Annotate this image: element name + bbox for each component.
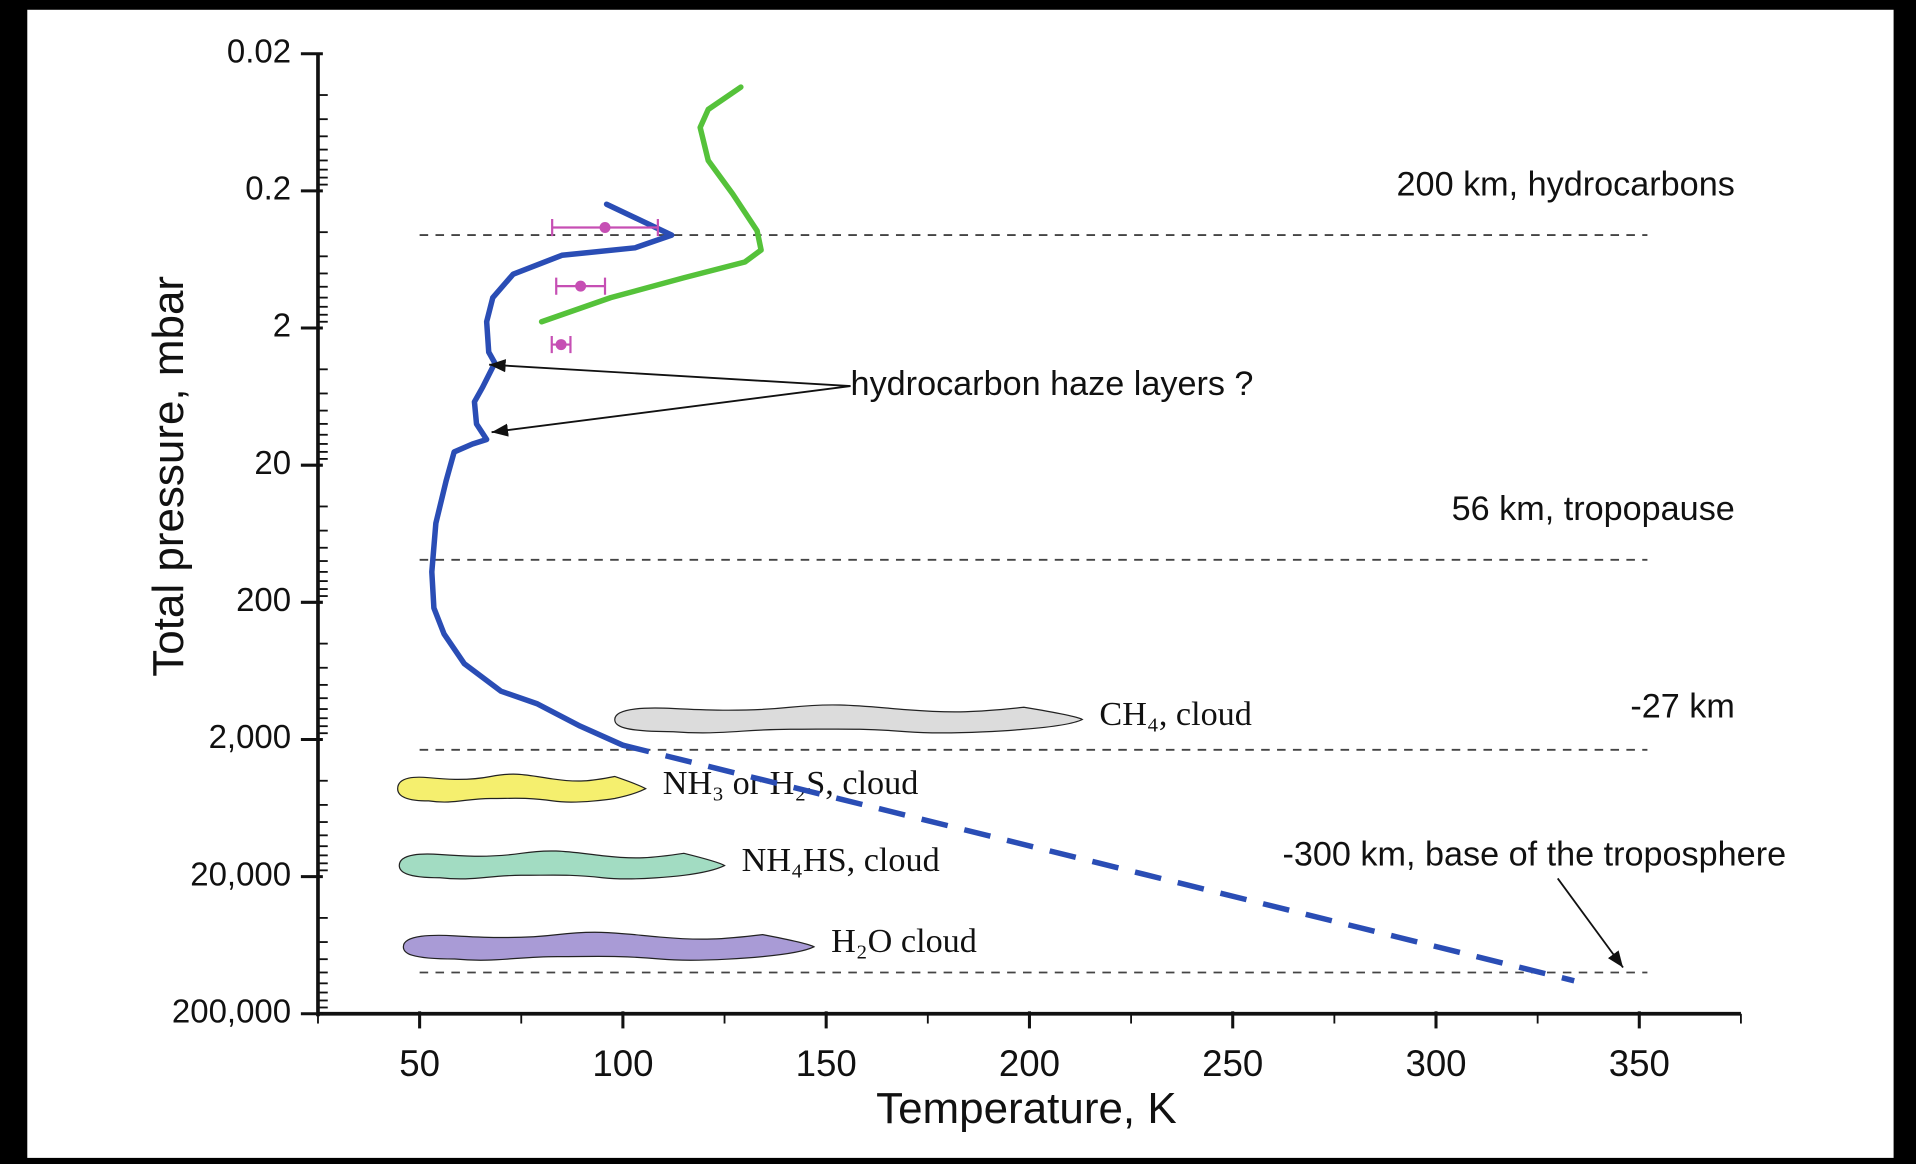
cloud: [402, 931, 816, 961]
x-tick-label: 50: [399, 1043, 440, 1084]
cloud: [397, 773, 647, 803]
data-line: [429, 201, 675, 748]
x-tick-label: 350: [1609, 1043, 1670, 1084]
level-label: 56 km, tropopause: [1452, 490, 1735, 528]
data-point: [599, 222, 611, 234]
y-tick-label: 20,000: [190, 855, 291, 892]
annotation-text: hydrocarbon haze layers ?: [851, 365, 1254, 403]
level-label: -300 km, base of the troposphere: [1282, 835, 1786, 873]
annotation-arrow: [491, 385, 851, 437]
annotation-arrow: [489, 359, 851, 387]
y-tick-label: 200: [236, 581, 291, 618]
x-axis-title: Temperature, K: [876, 1084, 1177, 1133]
data-point: [555, 339, 567, 351]
level-label: -27 km: [1630, 687, 1734, 725]
y-tick-label: 200,000: [172, 992, 291, 1029]
data-point: [575, 280, 587, 292]
cloud-label: NH₃ or H₂S, cloud: [663, 765, 919, 802]
cloud: [614, 704, 1084, 734]
y-tick-label: 2: [273, 307, 291, 344]
panel: [27, 9, 1894, 1158]
level-arrow: [1556, 877, 1624, 969]
cloud-label: NH₄HS, cloud: [742, 842, 940, 879]
y-tick-label: 0.2: [245, 170, 291, 207]
y-tick-label: 20: [254, 444, 291, 481]
x-tick-label: 200: [999, 1043, 1060, 1084]
x-tick-label: 250: [1202, 1043, 1263, 1084]
cloud-label: H₂O cloud: [831, 923, 977, 960]
y-tick-label: 0.02: [227, 32, 291, 69]
x-tick-label: 150: [796, 1043, 857, 1084]
x-tick-label: 100: [592, 1043, 653, 1084]
y-tick-label: 2,000: [209, 718, 292, 755]
cloud: [398, 850, 726, 880]
data-line: [538, 84, 764, 325]
y-axis-title: Total pressure, mbar: [144, 276, 193, 677]
x-tick-label: 300: [1405, 1043, 1466, 1084]
cloud-label: CH₄, cloud: [1099, 696, 1251, 733]
level-label: 200 km, hydrocarbons: [1397, 165, 1735, 203]
data-line: [622, 742, 1575, 984]
